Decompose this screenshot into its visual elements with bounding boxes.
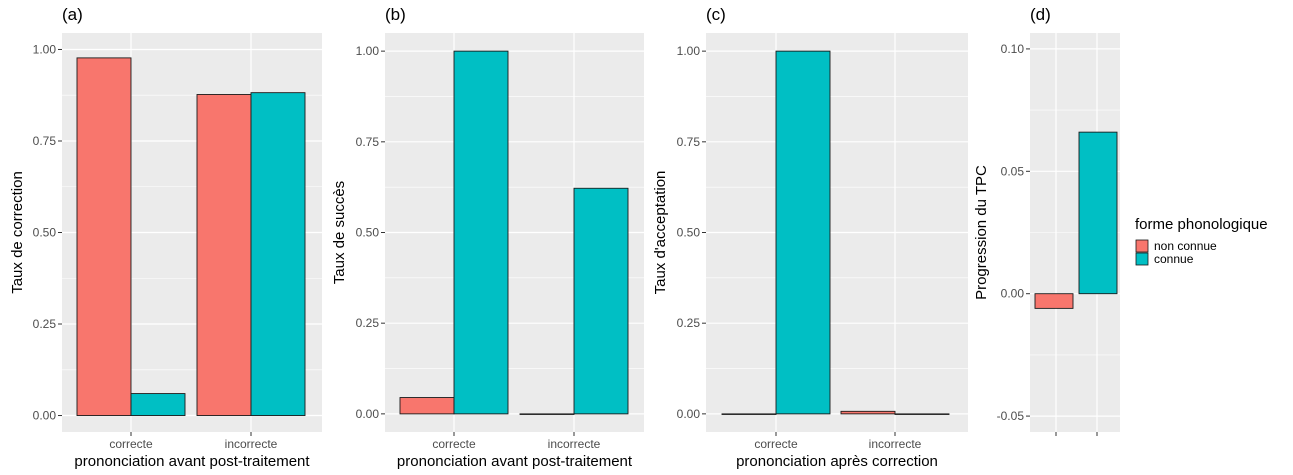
panel-b-y-tick-label: 0.25 bbox=[356, 316, 380, 330]
panel-b-x-axis-title: prononciation avant post-traitement bbox=[397, 453, 633, 470]
panel-d-y-tick-label: 0.10 bbox=[1001, 42, 1025, 56]
panel-b-bar-connue bbox=[573, 187, 629, 415]
panel-b-bar-non-connue bbox=[519, 413, 575, 415]
legend-title: forme phonologique bbox=[1135, 216, 1268, 233]
panel-b-y-axis-title: Taux de succès bbox=[331, 181, 348, 284]
panel-a-tag: (a) bbox=[62, 5, 83, 24]
legend-label-non-connue: non connue bbox=[1154, 239, 1217, 253]
panel-b-bar-non-connue bbox=[399, 397, 455, 415]
panel-d-y-tick-label: 0.05 bbox=[1001, 164, 1025, 178]
panel-d-y-tick-label: 0.00 bbox=[1001, 287, 1025, 301]
panel-a-y-tick-label: 0.00 bbox=[33, 409, 57, 423]
panel-c-y-tick-label: 0.75 bbox=[677, 135, 701, 149]
panel-a-y-axis-title: Taux de correction bbox=[9, 171, 26, 294]
panel-d-bar-connue bbox=[1078, 131, 1118, 295]
legend-label-connue: connue bbox=[1154, 252, 1194, 266]
panel-d-bar-non-connue bbox=[1034, 293, 1074, 309]
panel-a-y-tick-label: 0.50 bbox=[33, 226, 57, 240]
panel-b-y-tick-label: 0.00 bbox=[356, 407, 380, 421]
panel-a-bar-non-connue bbox=[196, 94, 252, 416]
panel-b-tag: (b) bbox=[385, 5, 406, 24]
panel-a-y-tick-label: 1.00 bbox=[33, 42, 57, 56]
panel-b-y-tick-label: 0.75 bbox=[356, 135, 380, 149]
panel-c-x-tick-label: incorrecte bbox=[869, 437, 922, 451]
panel-d-y-axis-title: Progression du TPC bbox=[973, 165, 990, 300]
panel-a-x-tick-label: incorrecte bbox=[225, 437, 278, 451]
panel-b-bar-connue bbox=[453, 50, 509, 415]
panel-c-y-axis-title: Taux d'acceptation bbox=[652, 171, 669, 295]
panel-c-tag: (c) bbox=[706, 5, 726, 24]
panel-c-y-tick-label: 0.00 bbox=[677, 407, 701, 421]
panel-a-x-tick-label: correcte bbox=[109, 437, 153, 451]
panel-a-y-tick-label: 0.25 bbox=[33, 317, 57, 331]
panel-c-y-tick-label: 0.25 bbox=[677, 316, 701, 330]
panel-c-bar-non-connue bbox=[721, 413, 777, 415]
panel-a-bar-connue bbox=[250, 92, 306, 416]
panel-a-bar-non-connue bbox=[76, 57, 132, 416]
panel-c-bar-non-connue bbox=[840, 410, 896, 415]
legend-key-connue bbox=[1135, 252, 1149, 266]
panel-c-x-axis-title: prononciation après correction bbox=[736, 453, 938, 470]
panel-c-y-tick-label: 1.00 bbox=[677, 44, 701, 58]
panel-a-x-axis-title: prononciation avant post-traitement bbox=[74, 453, 310, 470]
panel-c-bar-connue bbox=[775, 50, 831, 415]
panel-d-tag: (d) bbox=[1030, 5, 1051, 24]
panel-b-y-tick-label: 0.50 bbox=[356, 226, 380, 240]
panel-a-y-tick-label: 0.75 bbox=[33, 134, 57, 148]
panel-c-y-tick-label: 0.50 bbox=[677, 226, 701, 240]
panel-a-bar-connue bbox=[130, 393, 186, 416]
legend-key-non-connue bbox=[1135, 239, 1149, 253]
panel-c-x-tick-label: correcte bbox=[754, 437, 798, 451]
panel-b-x-tick-label: incorrecte bbox=[548, 437, 601, 451]
panel-c-bar-connue bbox=[894, 413, 950, 415]
panel-b-y-tick-label: 1.00 bbox=[356, 44, 380, 58]
panel-d-y-tick-label: -0.05 bbox=[997, 409, 1025, 423]
panel-b-x-tick-label: correcte bbox=[432, 437, 476, 451]
